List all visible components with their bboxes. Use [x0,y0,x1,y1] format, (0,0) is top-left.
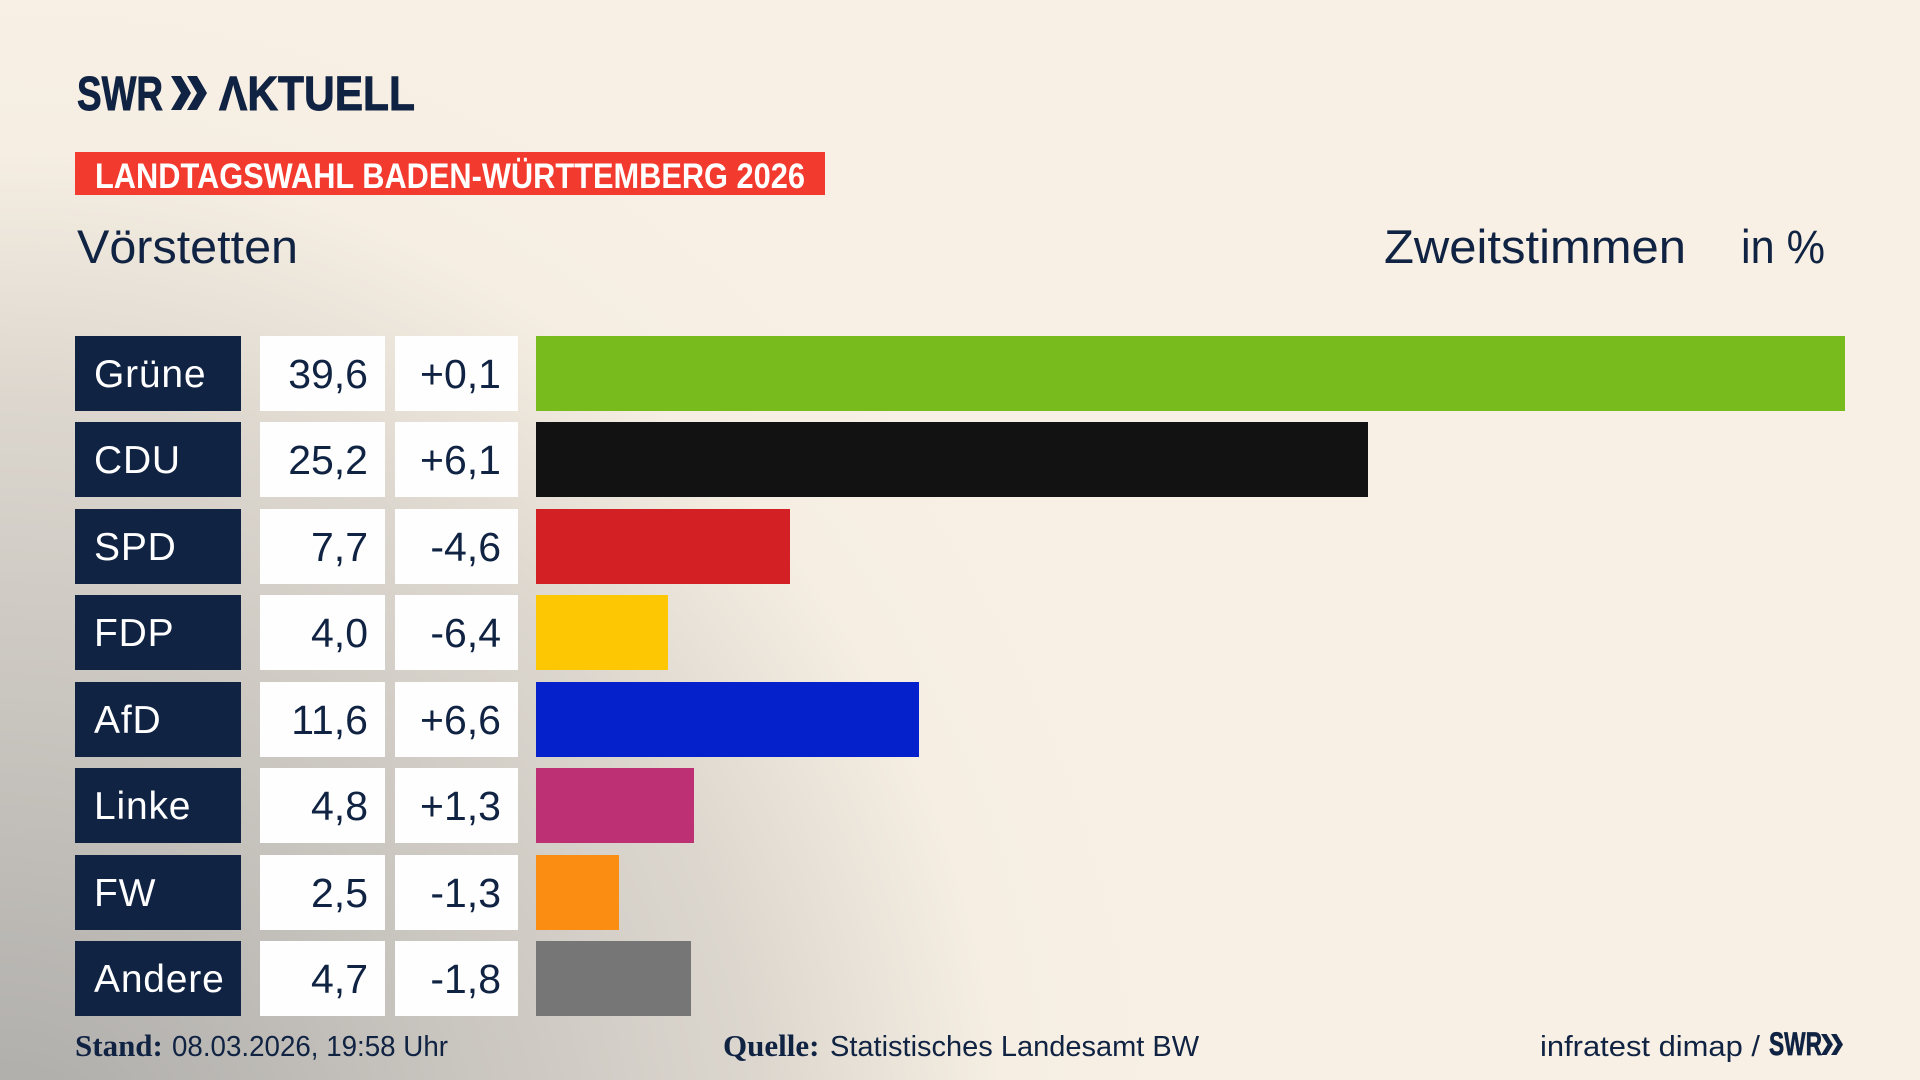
svg-text:LANDTAGSWAHL BADEN-WÜRTTEMBERG: LANDTAGSWAHL BADEN-WÜRTTEMBERG 2026 [95,157,805,195]
svg-text:SWR: SWR [1769,1026,1822,1062]
svg-text:Quelle:: Quelle: [723,1028,819,1063]
svg-text:Vörstetten: Vörstetten [77,220,298,273]
svg-text:in %: in % [1741,220,1825,273]
svg-text:infratest dimap /: infratest dimap / [1540,1031,1761,1063]
svg-text:Statistisches Landesamt BW: Statistisches Landesamt BW [830,1031,1200,1063]
svg-text:Stand:: Stand: [75,1028,163,1063]
svg-text:SWR: SWR [77,74,163,114]
svg-text:ΛKTUELL: ΛKTUELL [219,74,415,114]
svg-text:08.03.2026, 19:58 Uhr: 08.03.2026, 19:58 Uhr [172,1031,448,1063]
svg-text:Zweitstimmen: Zweitstimmen [1384,220,1686,273]
